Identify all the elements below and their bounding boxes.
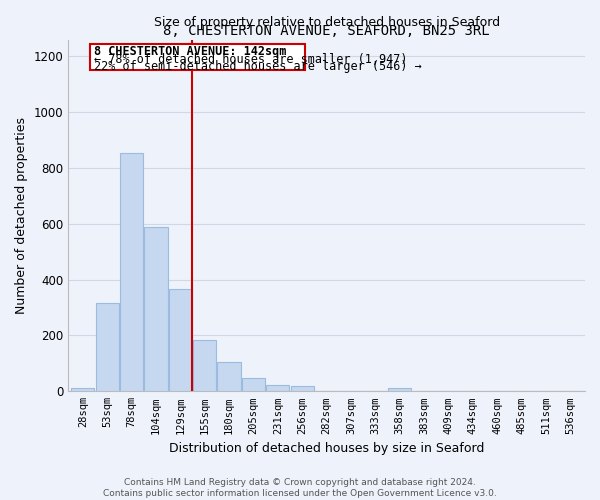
Bar: [217, 362, 241, 392]
Bar: [169, 290, 192, 392]
Text: ← 78% of detached houses are smaller (1,947): ← 78% of detached houses are smaller (1,…: [94, 52, 407, 66]
Bar: [71, 388, 94, 392]
Bar: [266, 385, 289, 392]
Bar: [242, 378, 265, 392]
Text: 8 CHESTERTON AVENUE: 142sqm: 8 CHESTERTON AVENUE: 142sqm: [94, 46, 286, 59]
Bar: [193, 340, 216, 392]
Text: Contains HM Land Registry data © Crown copyright and database right 2024.
Contai: Contains HM Land Registry data © Crown c…: [103, 478, 497, 498]
X-axis label: Distribution of detached houses by size in Seaford: Distribution of detached houses by size …: [169, 442, 484, 455]
Y-axis label: Number of detached properties: Number of detached properties: [15, 117, 28, 314]
Text: Size of property relative to detached houses in Seaford: Size of property relative to detached ho…: [154, 16, 500, 29]
Bar: [95, 304, 119, 392]
Title: 8, CHESTERTON AVENUE, SEAFORD, BN25 3RL: 8, CHESTERTON AVENUE, SEAFORD, BN25 3RL: [163, 24, 490, 38]
Bar: [120, 152, 143, 392]
FancyBboxPatch shape: [90, 44, 305, 70]
Bar: [145, 226, 167, 392]
Bar: [388, 388, 412, 392]
Bar: [290, 386, 314, 392]
Text: 22% of semi-detached houses are larger (546) →: 22% of semi-detached houses are larger (…: [94, 60, 422, 73]
